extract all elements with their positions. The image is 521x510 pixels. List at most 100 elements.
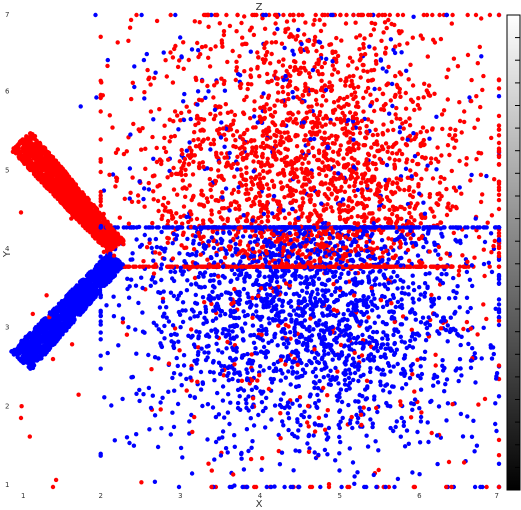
data-point-red bbox=[330, 63, 335, 68]
data-point-red bbox=[232, 112, 238, 118]
data-point-blue bbox=[159, 426, 164, 431]
data-point-red bbox=[371, 27, 377, 32]
data-point-blue bbox=[352, 474, 357, 479]
data-point-blue bbox=[291, 468, 296, 473]
data-point-blue bbox=[417, 285, 422, 290]
data-point-red bbox=[197, 202, 202, 207]
data-point-red bbox=[260, 155, 265, 160]
data-point-blue bbox=[297, 274, 302, 279]
data-point-red bbox=[249, 179, 254, 185]
data-point-red bbox=[320, 71, 325, 77]
data-point-blue bbox=[352, 481, 357, 486]
data-point-red bbox=[175, 113, 180, 118]
data-point-blue bbox=[291, 308, 297, 313]
data-point-red bbox=[398, 72, 404, 77]
data-point-blue bbox=[368, 417, 373, 422]
data-point-blue bbox=[286, 427, 291, 433]
data-point-blue bbox=[204, 344, 210, 349]
data-point-red bbox=[484, 316, 489, 322]
data-point-blue bbox=[134, 351, 139, 356]
data-point-blue bbox=[348, 371, 353, 376]
data-point-red bbox=[286, 241, 291, 247]
data-point-red bbox=[297, 248, 302, 253]
data-point-red bbox=[192, 414, 197, 420]
data-point-red bbox=[151, 197, 156, 202]
data-point-red bbox=[98, 203, 103, 208]
data-point-blue bbox=[357, 405, 362, 410]
data-point-blue bbox=[407, 375, 413, 381]
data-point-blue bbox=[391, 332, 396, 338]
data-point-blue bbox=[459, 334, 464, 339]
data-point-red bbox=[248, 456, 254, 462]
data-point-red bbox=[317, 17, 322, 23]
data-point-red bbox=[398, 399, 403, 404]
data-point-blue bbox=[404, 428, 410, 433]
data-point-blue bbox=[189, 471, 195, 476]
data-point-red bbox=[377, 156, 382, 162]
data-point-blue bbox=[124, 435, 130, 440]
data-point-red bbox=[163, 149, 169, 155]
data-point-red bbox=[253, 484, 259, 490]
data-point-red bbox=[403, 106, 409, 111]
data-point-blue bbox=[337, 434, 342, 440]
data-point-blue bbox=[335, 398, 340, 403]
data-point-blue bbox=[280, 303, 285, 309]
data-point-blue bbox=[157, 305, 163, 310]
data-point-blue bbox=[287, 230, 292, 236]
data-point-red bbox=[491, 243, 496, 249]
data-point-blue bbox=[388, 425, 393, 431]
data-point-red bbox=[300, 196, 305, 201]
data-point-blue bbox=[312, 355, 318, 361]
data-point-red bbox=[217, 21, 222, 26]
data-point-blue bbox=[384, 69, 389, 74]
data-point-red bbox=[389, 21, 394, 27]
data-point-blue bbox=[314, 359, 320, 364]
data-point-blue bbox=[154, 244, 160, 250]
data-point-red bbox=[225, 59, 230, 65]
data-point-red bbox=[126, 221, 132, 226]
data-point-red bbox=[313, 97, 319, 103]
data-point-red bbox=[430, 12, 435, 18]
data-point-red bbox=[364, 233, 370, 238]
data-point-red bbox=[272, 132, 277, 138]
data-point-blue bbox=[374, 329, 380, 335]
data-point-red bbox=[364, 124, 369, 129]
data-point-blue bbox=[307, 324, 312, 330]
data-point-red bbox=[187, 183, 192, 188]
data-point-blue bbox=[94, 95, 99, 100]
data-point-blue bbox=[347, 421, 353, 426]
data-point-red bbox=[250, 315, 255, 320]
data-point-red bbox=[264, 102, 269, 107]
data-point-red bbox=[154, 159, 160, 165]
data-point-blue bbox=[330, 357, 335, 362]
data-point-red bbox=[393, 44, 398, 49]
data-point-red bbox=[361, 68, 366, 74]
data-point-blue bbox=[402, 340, 407, 345]
data-point-blue bbox=[324, 431, 329, 436]
data-point-blue bbox=[223, 290, 229, 295]
data-point-blue bbox=[391, 309, 396, 315]
data-point-blue bbox=[271, 193, 277, 199]
data-point-blue bbox=[127, 284, 132, 289]
data-point-red bbox=[76, 392, 81, 397]
data-point-blue bbox=[315, 291, 320, 297]
data-point-blue bbox=[436, 404, 442, 409]
data-point-blue bbox=[404, 68, 409, 74]
data-point-blue bbox=[453, 309, 458, 315]
data-point-red bbox=[255, 378, 260, 383]
data-point-red bbox=[229, 191, 235, 196]
data-point-red bbox=[325, 408, 330, 413]
data-point-red bbox=[447, 132, 452, 138]
data-point-blue bbox=[315, 392, 320, 398]
data-point-red bbox=[365, 151, 371, 156]
data-point-blue bbox=[402, 369, 407, 374]
data-point-red bbox=[228, 127, 234, 132]
data-point-blue bbox=[116, 343, 121, 348]
data-point-red bbox=[316, 189, 321, 195]
data-point-red bbox=[234, 65, 239, 70]
data-point-blue bbox=[281, 341, 287, 347]
data-point-red bbox=[444, 251, 449, 256]
data-point-blue bbox=[460, 434, 466, 439]
data-point-red bbox=[387, 12, 392, 18]
data-point-blue bbox=[336, 381, 341, 386]
